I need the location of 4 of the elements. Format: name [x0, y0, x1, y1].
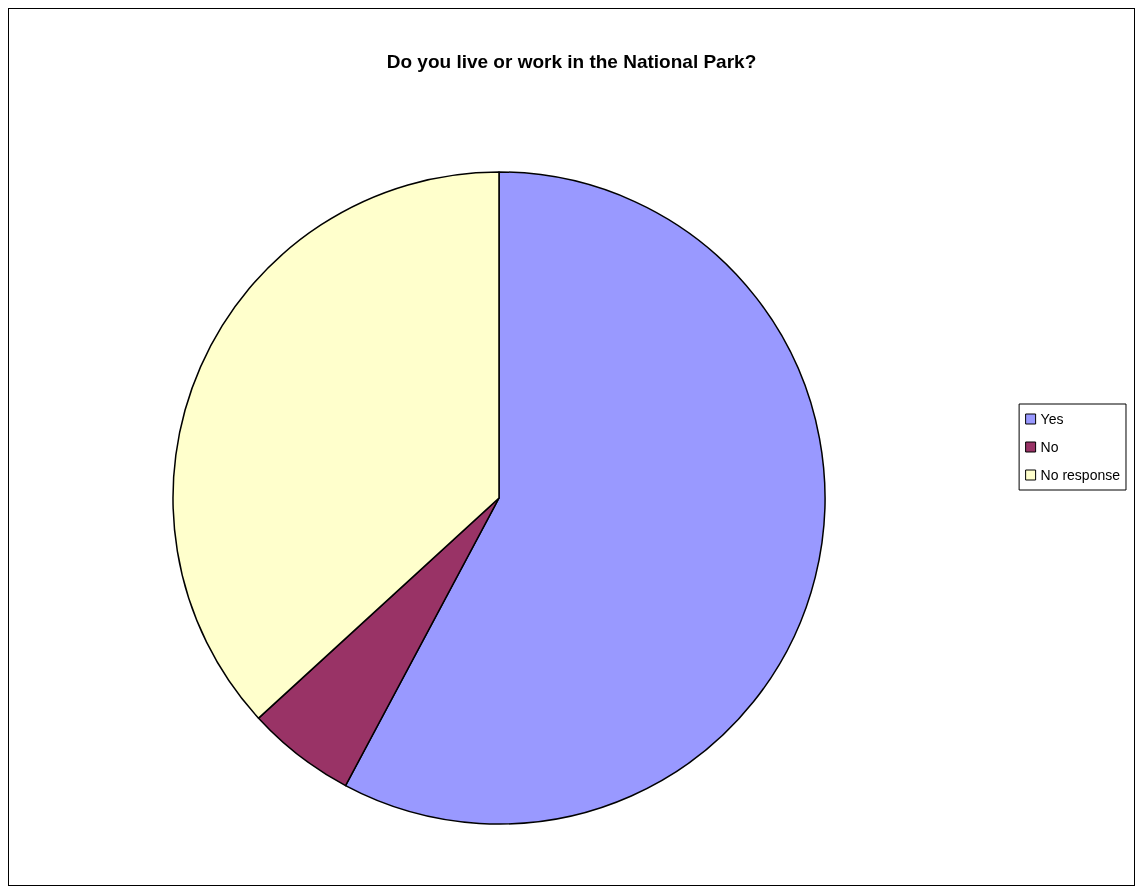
legend-label: No — [1040, 439, 1059, 455]
legend-label: Yes — [1040, 411, 1064, 427]
legend-label: No response — [1040, 467, 1121, 483]
chart-title: Do you live or work in the National Park? — [386, 51, 757, 72]
